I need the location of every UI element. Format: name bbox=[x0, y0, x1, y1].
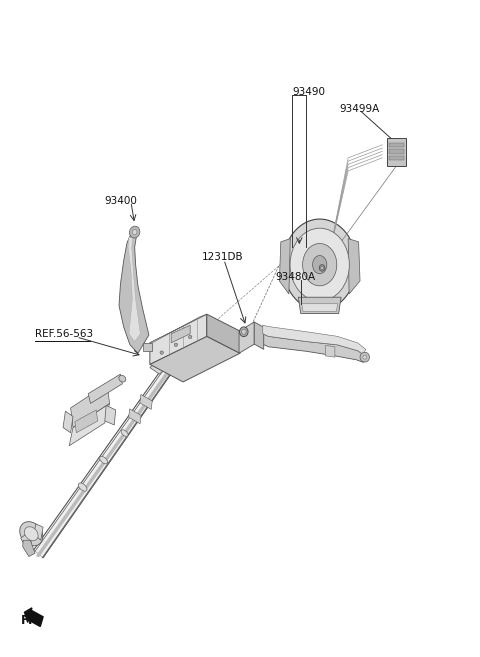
Text: 93480A: 93480A bbox=[276, 271, 316, 282]
FancyArrow shape bbox=[24, 608, 43, 627]
Polygon shape bbox=[34, 363, 174, 558]
Polygon shape bbox=[140, 394, 152, 409]
Polygon shape bbox=[150, 336, 240, 382]
Text: REF.56-563: REF.56-563 bbox=[35, 329, 93, 339]
Ellipse shape bbox=[302, 244, 337, 286]
Polygon shape bbox=[129, 409, 141, 424]
Polygon shape bbox=[21, 532, 31, 547]
Polygon shape bbox=[143, 343, 152, 351]
Ellipse shape bbox=[163, 359, 170, 367]
Ellipse shape bbox=[78, 483, 87, 491]
Polygon shape bbox=[348, 238, 360, 294]
Ellipse shape bbox=[283, 219, 357, 310]
Ellipse shape bbox=[360, 352, 370, 362]
Polygon shape bbox=[150, 314, 207, 343]
Ellipse shape bbox=[121, 430, 128, 436]
Ellipse shape bbox=[240, 327, 248, 336]
Ellipse shape bbox=[158, 355, 169, 367]
Ellipse shape bbox=[290, 228, 349, 301]
Polygon shape bbox=[254, 322, 264, 350]
Ellipse shape bbox=[319, 265, 325, 271]
Ellipse shape bbox=[174, 343, 178, 346]
Ellipse shape bbox=[241, 329, 246, 334]
Ellipse shape bbox=[321, 266, 324, 269]
Polygon shape bbox=[128, 237, 140, 342]
Polygon shape bbox=[119, 231, 149, 353]
Ellipse shape bbox=[312, 256, 327, 274]
Ellipse shape bbox=[119, 375, 126, 382]
Polygon shape bbox=[105, 405, 116, 425]
Ellipse shape bbox=[132, 229, 137, 235]
Polygon shape bbox=[150, 314, 207, 365]
Polygon shape bbox=[34, 524, 43, 540]
Polygon shape bbox=[150, 357, 171, 374]
Ellipse shape bbox=[24, 527, 38, 541]
Text: 93499A: 93499A bbox=[340, 104, 380, 114]
Polygon shape bbox=[325, 346, 335, 357]
Polygon shape bbox=[75, 410, 97, 433]
Ellipse shape bbox=[100, 457, 108, 464]
Polygon shape bbox=[71, 384, 109, 428]
Ellipse shape bbox=[363, 355, 367, 359]
Text: 93490: 93490 bbox=[292, 87, 325, 97]
Polygon shape bbox=[63, 411, 73, 433]
Polygon shape bbox=[69, 403, 109, 445]
Polygon shape bbox=[389, 149, 404, 154]
Ellipse shape bbox=[189, 335, 192, 338]
Polygon shape bbox=[389, 143, 404, 147]
Polygon shape bbox=[299, 297, 341, 313]
Polygon shape bbox=[389, 156, 404, 160]
Polygon shape bbox=[23, 540, 35, 556]
Polygon shape bbox=[171, 325, 190, 343]
Ellipse shape bbox=[160, 351, 163, 354]
Ellipse shape bbox=[130, 226, 140, 238]
Polygon shape bbox=[387, 138, 406, 166]
Text: FR.: FR. bbox=[21, 614, 43, 627]
Text: 93400: 93400 bbox=[105, 196, 138, 206]
Text: 1231DB: 1231DB bbox=[202, 252, 244, 262]
Polygon shape bbox=[88, 374, 122, 403]
Ellipse shape bbox=[20, 522, 43, 546]
Polygon shape bbox=[279, 238, 290, 294]
Polygon shape bbox=[301, 304, 338, 311]
Polygon shape bbox=[263, 334, 363, 363]
Polygon shape bbox=[207, 314, 240, 353]
Polygon shape bbox=[239, 322, 254, 353]
Polygon shape bbox=[263, 325, 366, 355]
